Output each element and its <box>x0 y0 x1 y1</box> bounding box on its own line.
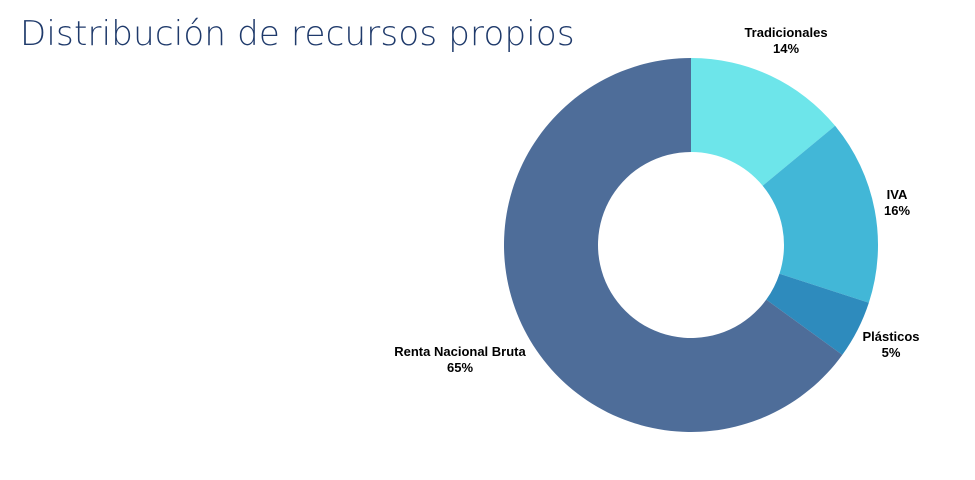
page-title: Distribución de recursos propios <box>20 14 575 54</box>
slice-label: Renta Nacional Bruta 65% <box>394 344 526 375</box>
donut-slice-iva <box>762 125 878 303</box>
slice-name: Tradicionales <box>744 25 827 40</box>
slice-percent: 65% <box>447 360 473 375</box>
donut-slice-pl-sticos <box>766 273 869 355</box>
slice-name: IVA <box>887 187 908 202</box>
donut-slice-tradicionales <box>691 58 836 186</box>
slice-percent: 5% <box>882 345 901 360</box>
slice-label: IVA 16% <box>884 187 910 218</box>
slice-labels: Tradicionales 14% IVA 16% Plásticos 5% Renta N… <box>394 25 919 375</box>
slice-name: Plásticos <box>862 329 919 344</box>
slice-label: Plásticos 5% <box>862 329 919 360</box>
slice-label: Tradicionales 14% <box>744 25 827 56</box>
donut-slices <box>504 58 878 433</box>
slice-percent: 16% <box>884 203 910 218</box>
slice-name: Renta Nacional Bruta <box>394 344 526 359</box>
slice-percent: 14% <box>773 41 799 56</box>
donut-slice-renta-nacional-bruta <box>504 58 843 433</box>
